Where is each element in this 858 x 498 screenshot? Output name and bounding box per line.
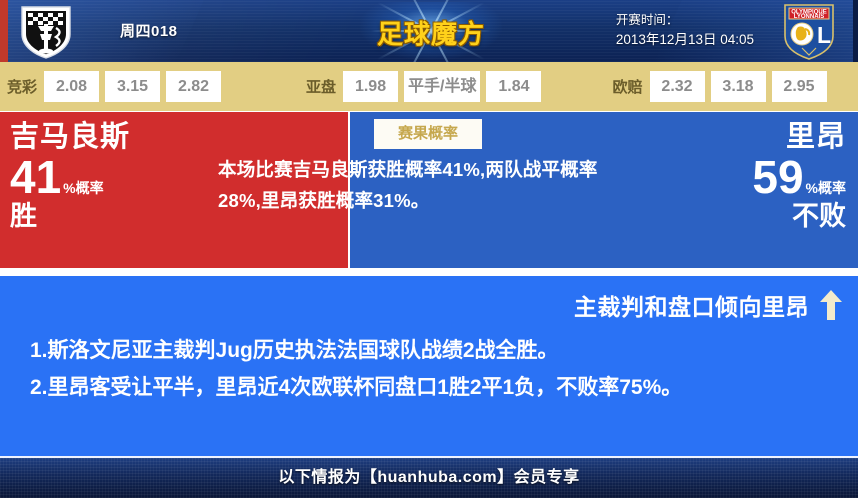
odds-jingcai-away[interactable]: 2.82: [166, 71, 222, 102]
up-arrow-head: [820, 290, 842, 302]
away-team-name: 里昂: [785, 121, 846, 153]
footer-divider: [0, 456, 858, 458]
home-team-block: 吉马良斯 41 %概率 胜: [10, 120, 210, 232]
odds-jingcai-home[interactable]: 2.08: [44, 71, 100, 102]
crest-monogram: L: [817, 22, 831, 48]
odds-label-jingcai: 竞彩: [7, 79, 38, 96]
olympique-lyonnais-crest-icon: OLYMPIQUE LYONNAIS L: [784, 4, 834, 60]
analysis-section: 主裁判和盘口倾向里昂 1.斯洛文尼亚主裁判Jug历史执法法国球队战绩2战全胜。 …: [0, 276, 858, 456]
analysis-note-2: 2.里昂客受让平半，里昂近4次欧联杯同盘口1胜2平1负，不败率75%。: [30, 376, 683, 399]
odds-oupei-away[interactable]: 2.95: [771, 71, 827, 102]
footer-texture: [0, 458, 858, 498]
away-probability-row: 59 %概率: [586, 154, 846, 200]
odds-oupei-draw[interactable]: 3.18: [710, 71, 766, 102]
probability-summary: 本场比赛吉马良斯获胜概率41%,两队战平概率28%,里昂获胜概率31%。: [218, 159, 598, 211]
kickoff-label: 开赛时间：: [615, 13, 679, 27]
odds-yapan-away[interactable]: 1.84: [486, 71, 542, 102]
analysis-headline: 主裁判和盘口倾向里昂: [574, 294, 809, 320]
odds-oupei-home[interactable]: 2.32: [649, 71, 705, 102]
odds-yapan-home[interactable]: 1.98: [343, 71, 399, 102]
brand-logo[interactable]: 足球魔方: [360, 0, 502, 62]
odds-group-oupei: 欧赔 2.32 3.18 2.95: [605, 71, 832, 102]
away-team-block: 里昂 59 %概率 不败: [586, 120, 846, 232]
odds-yapan-handicap[interactable]: 平手/半球: [404, 71, 481, 102]
odds-jingcai-draw[interactable]: 3.15: [105, 71, 161, 102]
probability-tab-label[interactable]: 赛果概率: [374, 119, 482, 149]
brand-name: 足球魔方: [376, 19, 485, 49]
odds-group-yapan: 亚盘 1.98 平手/半球 1.84: [299, 71, 547, 102]
crest-line1: OLYMPIQUE: [791, 9, 826, 15]
probability-section: 吉马良斯 41 %概率 胜 里昂 59 %概率 不败 赛果概率 本场比赛吉马良斯…: [0, 112, 858, 268]
odds-label-oupei: 欧赔: [612, 79, 643, 96]
crest-line2: LYONNAIS: [794, 14, 824, 20]
header-red-accent: [0, 0, 8, 62]
up-arrow-icon: [820, 290, 842, 320]
footer-notice: 以下情报为【huanhuba.com】会员专享: [278, 469, 580, 486]
analysis-note-1: 1.斯洛文尼亚主裁判Jug历史执法法国球队战绩2战全胜。: [30, 339, 559, 362]
home-probability-panel: [0, 112, 348, 268]
odds-label-yapan: 亚盘: [306, 79, 337, 96]
kickoff-time: 2013年12月13日 04:05: [615, 32, 754, 47]
analysis-notes: 1.斯洛文尼亚主裁判Jug历史执法法国球队战绩2战全胜。 2.里昂客受让平半，里…: [30, 332, 830, 406]
away-result-label: 不败: [792, 201, 846, 231]
away-probability-value: 59: [752, 151, 804, 203]
up-arrow-shaft: [827, 300, 835, 320]
odds-bar: 竞彩 2.08 3.15 2.82 亚盘 1.98 平手/半球 1.84 欧赔 …: [0, 62, 858, 111]
header-bar: 周四018 足球魔方 开赛时间： 2013年12月13日 04:05 OLYMP…: [0, 0, 858, 62]
analysis-headline-row: 主裁判和盘口倾向里昂: [574, 288, 842, 322]
kickoff-block: 开赛时间： 2013年12月13日 04:05: [616, 11, 754, 49]
home-probability-suffix: %概率: [63, 180, 104, 196]
away-probability-suffix: %概率: [805, 180, 846, 196]
vitoria-guimaraes-crest-icon: [21, 6, 71, 59]
odds-group-jingcai: 竞彩 2.08 3.15 2.82: [0, 71, 227, 102]
home-probability-row: 41 %概率: [10, 154, 210, 200]
home-probability-value: 41: [10, 151, 62, 203]
header-right-accent: [853, 0, 858, 62]
footer-bar: 以下情报为【huanhuba.com】会员专享: [0, 458, 858, 498]
match-number: 周四018: [120, 23, 178, 40]
home-result-label: 胜: [10, 201, 37, 231]
home-team-name: 吉马良斯: [10, 121, 131, 153]
